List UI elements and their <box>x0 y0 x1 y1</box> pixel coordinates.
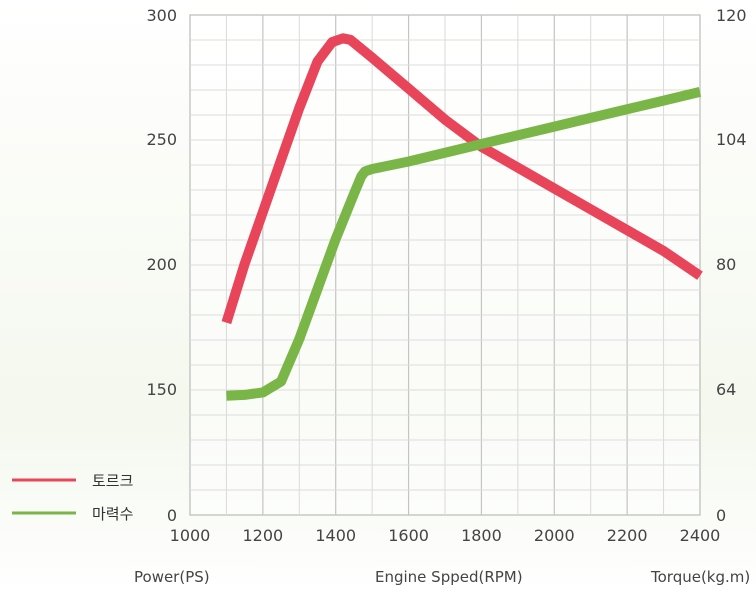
y-right-tick-label: 120 <box>716 6 747 25</box>
y-left-tick-label: 0 <box>167 506 177 525</box>
x-tick-label: 1800 <box>461 526 502 545</box>
x-tick-label: 1000 <box>170 526 211 545</box>
y-right-tick-label: 104 <box>716 130 747 149</box>
series-lines <box>221 33 703 401</box>
y-right-tick-label: 64 <box>716 380 736 399</box>
x-tick-label: 2200 <box>607 526 648 545</box>
y-left-tick-label: 200 <box>146 255 177 274</box>
legend-label: 마력수 <box>92 505 133 523</box>
x-tick-label: 1600 <box>388 526 429 545</box>
x-axis-title: Engine Spped(RPM) <box>375 568 523 586</box>
series-line-power <box>226 87 702 401</box>
y-left-tick-label: 300 <box>146 6 177 25</box>
y-right-tick-label: 80 <box>716 255 736 274</box>
y-left-axis-title: Power(PS) <box>134 568 210 586</box>
x-tick-label: 1200 <box>242 526 283 545</box>
series-line-torque <box>221 33 703 325</box>
x-tick-label: 1400 <box>315 526 356 545</box>
y-left-tick-label: 150 <box>146 380 177 399</box>
y-right-axis-title: Torque(kg.m) <box>650 568 750 586</box>
legend-label: 토르크 <box>92 472 133 490</box>
y-right-tick-label: 0 <box>716 506 726 525</box>
x-tick-label: 2000 <box>534 526 575 545</box>
plot-grid <box>189 14 701 516</box>
axis-ticks: 1000 1200 1400 1600 1800 2000 2200 240001502002… <box>146 6 746 545</box>
x-tick-label: 2400 <box>680 526 721 545</box>
y-left-tick-label: 250 <box>146 130 177 149</box>
